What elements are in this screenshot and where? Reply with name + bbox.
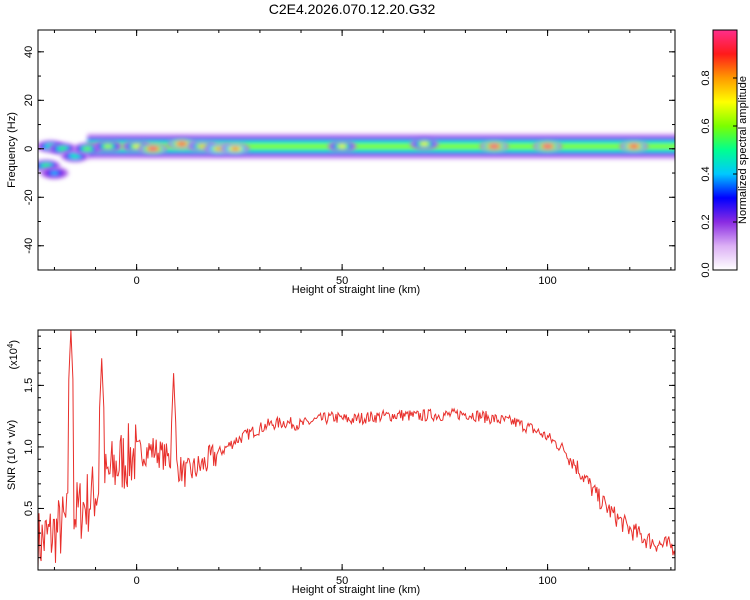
- heatmap-hotspot-ring: [132, 144, 141, 149]
- x-tick-label: 0: [134, 275, 140, 287]
- heatmap-hotspot-ring: [231, 147, 240, 151]
- y-tick-label: 40: [23, 46, 35, 58]
- heatmap-hotspot: [619, 140, 648, 153]
- y-tick-label: -40: [23, 238, 35, 254]
- colorbar-tick-label: 0.4: [700, 166, 712, 181]
- colorbar-tick-label: 0.0: [700, 262, 712, 277]
- heatmap-hotspot: [139, 142, 168, 155]
- colorbar-gradient: [713, 30, 737, 270]
- heatmap-y-axis-label: Frequency (Hz): [6, 112, 18, 188]
- x-tick-label: 0: [134, 575, 140, 587]
- x-tick-label: 50: [336, 575, 348, 587]
- x-tick-label: 100: [538, 275, 556, 287]
- colorbar-tick-label: 0.8: [700, 70, 712, 85]
- heatmap-hotspot: [328, 140, 357, 153]
- snr-scale-exponent: 4: [6, 343, 15, 348]
- heatmap-hotspot-ring: [58, 147, 67, 151]
- heatmap-hotspot: [410, 137, 439, 150]
- colorbar-tick-label: 0.6: [700, 118, 712, 133]
- heatmap-hotspot: [93, 140, 122, 153]
- heatmap-hotspot-ring: [214, 147, 223, 151]
- heatmap-ridge: [87, 133, 675, 159]
- colorbar-ticks: 0.0 0.2 0.4 0.6 0.8: [700, 29, 738, 278]
- colorbar-frame: [712, 29, 738, 271]
- heatmap-hotspot-ring: [71, 154, 79, 158]
- y-tick-label: 1.0: [23, 439, 35, 454]
- snr-ticks: 0 50 100 0.5 1.0 1.5: [23, 330, 675, 587]
- y-tick-label: -20: [23, 189, 35, 205]
- heatmap-hotspot: [533, 140, 562, 153]
- heatmap-hotspot-ring: [490, 144, 499, 149]
- colorbar: 0.0 0.2 0.4 0.6 0.8 Normalized spectral ampl…: [700, 29, 749, 278]
- snr-scale-note: (x104): [6, 340, 20, 370]
- heatmap-hotspot-ring: [420, 142, 429, 146]
- heatmap-hotspot-ring: [629, 144, 638, 149]
- heatmap-panel: 0 50 100 -40 -20 0 20 40 Height of straight lin…: [6, 29, 676, 296]
- heatmap-hotspot-ring: [83, 147, 92, 151]
- y-tick-label: 0.5: [23, 501, 35, 516]
- y-tick-label: 0: [23, 146, 35, 152]
- heatmap-hotspot-ring: [198, 144, 207, 149]
- heatmap-ticks: 0 50 100 -40 -20 0 20 40: [23, 30, 675, 287]
- heatmap-hotspot: [73, 142, 102, 155]
- heatmap-hotspot: [480, 140, 509, 153]
- heatmap-x-axis-label: Height of straight line (km): [292, 284, 420, 296]
- heatmap-hotspot-ring: [42, 164, 51, 168]
- heatmap-hotspot-ring: [50, 171, 59, 175]
- heatmap-hotspot-ring: [149, 147, 157, 151]
- heatmap-hotspot: [40, 167, 69, 180]
- snr-scale-prefix: (x10: [8, 348, 20, 369]
- y-tick-label: 20: [23, 94, 35, 106]
- heatmap-hotspot-ring: [177, 142, 186, 146]
- colorbar-tick-label: 0.2: [700, 214, 712, 229]
- heatmap-hotspot-ring: [103, 144, 112, 149]
- snr-panel: 0 50 100 0.5 1.0 1.5 Height of straight line …: [6, 329, 676, 596]
- x-tick-label: 50: [336, 275, 348, 287]
- colorbar-label: Normalized spectral amplitude: [737, 76, 749, 224]
- heatmap-hotspot: [221, 142, 250, 155]
- heatmap-cells: [38, 133, 675, 180]
- heatmap-ridge-level-4: [87, 144, 675, 149]
- snr-x-axis-label: Height of straight line (km): [292, 584, 420, 596]
- x-tick-label: 100: [538, 575, 556, 587]
- snr-series-line: [38, 330, 675, 569]
- chart-title: C2E4.2026.070.12.20.G32: [269, 1, 436, 17]
- snr-scale-close: ): [8, 340, 20, 344]
- y-tick-label: 1.5: [23, 378, 35, 393]
- heatmap-hotspot-ring: [338, 144, 347, 149]
- snr-plot-area: [38, 330, 675, 570]
- snr-frame: [37, 329, 676, 571]
- heatmap-hotspot-ring: [543, 144, 552, 149]
- heatmap-frame: [37, 29, 676, 271]
- snr-y-axis-label: SNR (10 * v/v): [6, 420, 18, 490]
